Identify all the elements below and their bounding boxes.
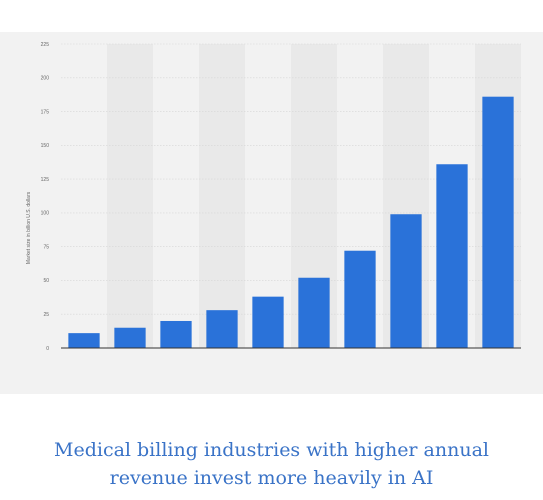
bar [390,214,422,348]
caption-line-1: Medical billing industries with higher a… [54,439,489,461]
y-axis-title: Market size in billion U.S. dollars [26,191,32,264]
bars [68,96,514,349]
caption-line-2: revenue invest more heavily in AI [109,467,434,489]
bar [68,333,100,348]
column-band [199,44,245,348]
y-tick-label: 25 [43,312,49,318]
y-tick-label: 175 [41,109,50,115]
chart-panel: 0 25 50 75 100 125 150 175 200 225 Market size in… [0,32,543,394]
y-tick-label: 100 [41,211,50,217]
y-tick-label: 0 [46,346,49,352]
y-tick-label: 150 [41,143,50,149]
bar [206,310,238,348]
y-tick-labels: 0 25 50 75 100 125 150 175 200 225 [41,42,50,352]
bar [114,327,146,348]
bar [298,277,330,348]
bar [252,296,284,348]
caption: Medical billing industries with higher a… [0,436,543,492]
bar-chart: 0 25 50 75 100 125 150 175 200 225 Market size in… [26,42,521,352]
bar [160,320,192,348]
y-tick-label: 75 [43,244,49,250]
y-tick-label: 50 [43,278,49,284]
bar [482,96,514,349]
y-tick-label: 225 [41,42,50,48]
column-band [107,44,153,348]
bar [436,164,468,348]
bar [344,250,376,348]
y-tick-label: 125 [41,177,50,183]
y-tick-label: 200 [41,76,50,82]
